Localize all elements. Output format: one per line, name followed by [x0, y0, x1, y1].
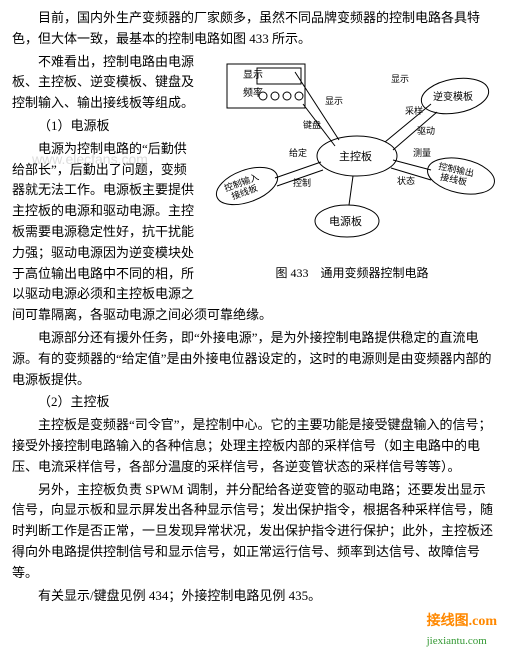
edge-display: 显示 — [325, 96, 343, 106]
watermark-jiexiantu: 接线图.com jiexiantu.com — [427, 611, 497, 651]
edge-state: 状态 — [397, 175, 415, 186]
inverter-label: 逆变模板 — [433, 90, 473, 103]
edge-display2: 显示 — [391, 74, 409, 84]
diagram-container: 显示 频率 主控板 电源板 逆变模板 控制输出 接线板 控制输入 接线板 显示 … — [207, 56, 497, 284]
watermark-dotcom: .com — [469, 614, 497, 629]
paragraph-power-a-text: 电源为控制电路的“后勤供给部长”，后勤出了问题，变频器就无法工作。电源板主要提供… — [12, 141, 194, 281]
control-circuit-diagram: 显示 频率 主控板 电源板 逆变模板 控制输出 接线板 控制输入 接线板 显示 … — [207, 56, 497, 256]
watermark-sub: jiexiantu.com — [427, 635, 487, 647]
edge-measure: 测量 — [413, 148, 431, 158]
paragraph-spwm: 另外，主控板负责 SPWM 调制，并分配给各逆变管的驱动电路；还要发出显示信号，… — [12, 480, 497, 584]
watermark-text: 接线图 — [427, 614, 469, 629]
edge-drive: 驱动 — [417, 126, 435, 136]
edge-sample: 采样 — [405, 105, 423, 116]
section-main-board: （2）主控板 — [12, 392, 497, 413]
edge-control: 控制 — [293, 177, 311, 188]
paragraph-main-board: 主控板是变频器“司令官”，是控制中心。它的主要功能是接受键盘输入的信号；接受外接… — [12, 415, 497, 477]
paragraph-refs: 有关显示/键盘见例 434；外接控制电路见例 435。 — [12, 586, 497, 607]
paragraph-intro: 目前，国内外生产变频器的厂家颇多，虽然不同品牌变频器的控制电路各具特色，但大体一… — [12, 8, 497, 50]
diagram-caption: 图 433 通用变频器控制电路 — [207, 264, 497, 283]
paragraph-external-power: 电源部分还有援外任务，即“外接电源”，是为外接控制电路提供稳定的直流电源。有的变… — [12, 328, 497, 390]
edge-keyboard: 键盘 — [303, 119, 321, 130]
power-board-label: 电源板 — [329, 214, 362, 228]
main-board-label: 主控板 — [339, 149, 372, 163]
panel-display-label: 显示 — [243, 69, 263, 81]
edge-give: 给定 — [289, 147, 307, 158]
